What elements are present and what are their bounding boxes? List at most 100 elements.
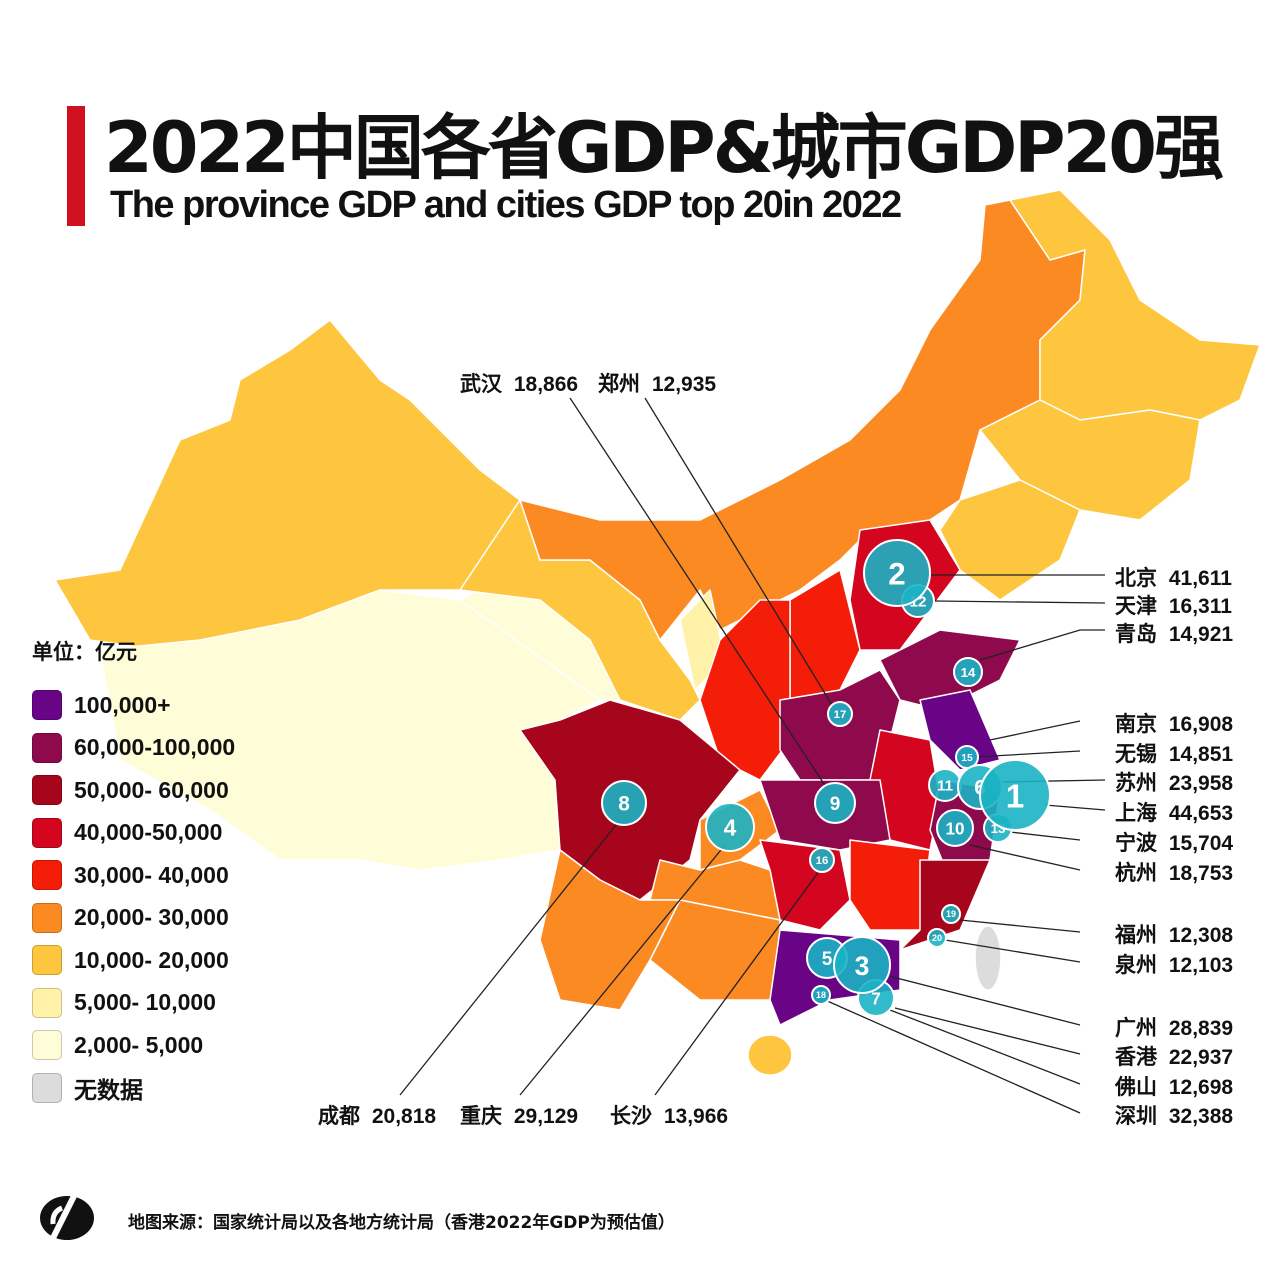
bubble-rank: 11: [937, 778, 954, 795]
province-jiangxi: [849, 839, 931, 931]
city-gdp: 29,129: [513, 1105, 579, 1128]
city-bubble: 10: [936, 809, 974, 847]
legend-swatch: [32, 902, 62, 933]
leader-line: [644, 397, 833, 706]
city-bubble: 8: [601, 780, 647, 826]
city-name: 深圳: [1115, 1105, 1163, 1128]
legend-label: 5,000- 10,000: [74, 989, 216, 1016]
bubble-circle: [601, 780, 647, 826]
city-gdp: 14,921: [1168, 623, 1234, 646]
city-bubble: 3: [833, 936, 891, 994]
leader-line: [1009, 831, 1081, 841]
legend-item: 5,000- 10,000: [32, 982, 235, 1025]
city-label: 广州 28,839: [1115, 1012, 1233, 1042]
legend-item: 40,000-50,000: [32, 812, 235, 855]
leader-line: [934, 600, 1106, 604]
bubble-circle: [941, 904, 961, 924]
city-bubble: 14: [953, 657, 983, 687]
city-name: 长沙: [610, 1105, 658, 1128]
leader-line: [989, 720, 1081, 741]
city-gdp: 15,704: [1168, 832, 1234, 855]
legend-label: 100,000+: [74, 691, 171, 718]
bubble-rank: 15: [961, 753, 973, 764]
city-label: 佛山 12,698: [1115, 1071, 1233, 1101]
city-name: 无锡: [1115, 743, 1163, 766]
city-bubble: 1: [979, 759, 1051, 831]
bubble-rank: 14: [961, 665, 976, 680]
leader-line: [889, 1009, 1081, 1085]
city-name: 福州: [1115, 924, 1163, 947]
bubble-circle: [833, 936, 891, 994]
bubble-rank: 10: [945, 819, 964, 838]
leader-line: [974, 750, 1081, 758]
legend-swatch: [32, 945, 62, 976]
city-name: 广州: [1115, 1017, 1163, 1040]
legend-label: 无数据: [74, 1076, 143, 1103]
city-gdp: 14,851: [1168, 743, 1234, 766]
source-note: 地图来源：国家统计局以及各地方统计局（香港2022年GDP为预估值）: [128, 1213, 675, 1233]
title-accent-bar: [67, 106, 85, 226]
legend-item: 20,000- 30,000: [32, 897, 235, 940]
city-label: 香港 22,937: [1115, 1041, 1233, 1071]
province-jilin: [979, 399, 1201, 521]
bubble-circle: [809, 847, 835, 873]
city-label: 深圳 32,388: [1115, 1100, 1233, 1130]
legend-item: 60,000-100,000: [32, 727, 235, 770]
city-name: 南京: [1115, 713, 1163, 736]
bubble-circle: [953, 657, 983, 687]
city-label: 北京 41,611: [1115, 562, 1232, 592]
legend-label: 50,000- 60,000: [74, 776, 229, 803]
city-label: 重庆 29,129: [460, 1100, 578, 1130]
bubble-rank: 16: [816, 855, 829, 867]
leader-line: [399, 819, 621, 1096]
bubble-rank: 5: [822, 949, 833, 970]
bubble-rank: 3: [855, 951, 870, 981]
legend-swatch: [32, 690, 62, 721]
city-name: 郑州: [598, 373, 646, 396]
legend-swatch: [32, 987, 62, 1018]
city-name: 北京: [1115, 567, 1163, 590]
city-label: 南京 16,908: [1115, 708, 1233, 738]
bubble-circle: [827, 701, 853, 727]
city-label: 郑州 12,935: [598, 368, 716, 398]
legend: 单位：亿元 100,000+ 60,000-100,000 50,000- 60,0…: [32, 636, 235, 1109]
bubble-rank: 8: [618, 793, 630, 816]
province-taiwan: [974, 925, 1002, 991]
legend-swatch: [32, 775, 62, 806]
city-gdp: 28,839: [1168, 1017, 1234, 1040]
city-name: 杭州: [1115, 862, 1163, 885]
page-subtitle: The province GDP and cities GDP top 20in…: [110, 184, 902, 226]
bubble-circle: [811, 985, 831, 1005]
page-title: 2022中国各省GDP&城市GDP20强: [104, 107, 1224, 189]
bubble-rank: 2: [888, 557, 905, 592]
legend-item: 2,000- 5,000: [32, 1024, 235, 1067]
city-bubble: 2: [863, 539, 931, 607]
city-bubble: 11: [928, 768, 962, 802]
city-label: 长沙 13,966: [610, 1100, 728, 1130]
city-gdp: 18,866: [513, 373, 579, 396]
city-label: 泉州 12,103: [1115, 949, 1233, 979]
city-label: 成都 20,818: [318, 1100, 436, 1130]
city-name: 武汉: [460, 373, 508, 396]
city-gdp: 44,653: [1168, 802, 1234, 825]
city-bubble: 18: [811, 985, 831, 1005]
city-label: 武汉 18,866: [460, 368, 578, 398]
leader-line: [969, 844, 1081, 871]
city-label: 无锡 14,851: [1115, 738, 1233, 768]
legend-item: 50,000- 60,000: [32, 769, 235, 812]
city-label: 苏州 23,958: [1115, 767, 1233, 797]
bubble-rank: 1: [1006, 778, 1025, 815]
city-gdp: 12,935: [651, 373, 717, 396]
legend-item: 无数据: [32, 1067, 235, 1110]
bubble-circle: [979, 759, 1051, 831]
bubble-circle: [936, 809, 974, 847]
city-gdp: 16,908: [1168, 713, 1234, 736]
brand-logo: [40, 1194, 94, 1242]
city-name: 天津: [1115, 595, 1163, 618]
city-bubble: 16: [809, 847, 835, 873]
city-bubble: 20: [927, 928, 947, 948]
bubble-circle: [814, 782, 856, 824]
legend-swatch: [32, 860, 62, 891]
bubble-rank: 9: [830, 794, 841, 815]
